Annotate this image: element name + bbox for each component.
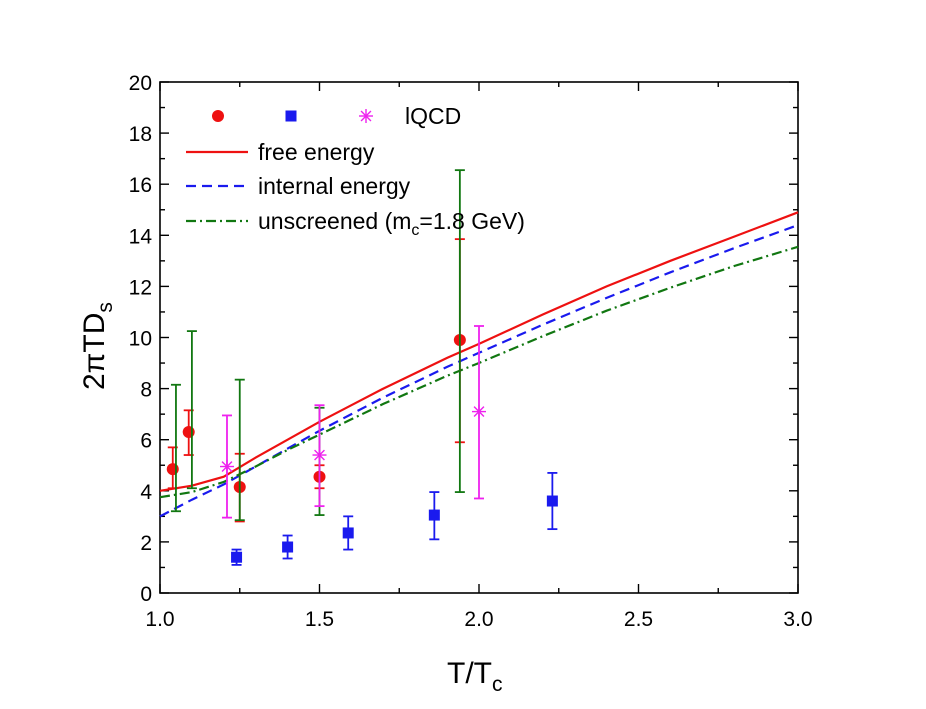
legend-marker-circle (212, 110, 224, 122)
marker-square (282, 541, 294, 553)
legend-label: free energy (258, 139, 375, 165)
y-tick-label: 12 (129, 276, 152, 299)
x-tick-label: 2.5 (624, 608, 653, 631)
x-axis-title-sub: c (492, 673, 503, 696)
legend-label-lqcd: lQCD (405, 103, 461, 129)
x-tick-label: 1.0 (145, 608, 174, 631)
axes: 1.0 1.5 2.0 2.5 3.0 0 2 4 6 8 10 12 14 16 18 20 (129, 72, 813, 631)
legend-label: unscreened (mc=1.8 GeV) (258, 208, 525, 239)
asterisk-stroke (314, 449, 325, 461)
marker-circle (166, 463, 179, 476)
data-point-group (454, 169, 465, 493)
data-point-group (472, 325, 486, 500)
marker-asterisk (472, 404, 486, 419)
data-point-group (234, 378, 245, 522)
data-point-group (546, 472, 558, 531)
data-point-group (231, 548, 243, 566)
y-tick-label: 20 (129, 72, 152, 95)
data-point-group (186, 330, 197, 490)
asterisk-stroke (473, 406, 485, 418)
data-point-group (219, 414, 234, 519)
x-axis-title: T/Tc (447, 657, 503, 696)
legend: lQCD free energy internal energy unscreened… (186, 103, 525, 239)
data-point-group (170, 383, 181, 513)
x-tick-label: 1.5 (305, 608, 334, 631)
marker-asterisk (219, 459, 234, 474)
legend-marker-square (285, 110, 297, 122)
marker-square (428, 509, 440, 521)
y-axis-title: 2πTDs (78, 302, 117, 390)
marker-asterisk (312, 448, 327, 463)
y-tick-label: 16 (129, 174, 152, 197)
y-tick-label: 14 (129, 225, 153, 248)
y-tick-label: 4 (140, 481, 152, 504)
y-axis-title-sub: s (94, 302, 117, 313)
marker-square (342, 527, 354, 539)
data-points (166, 169, 558, 566)
data-point-group (428, 491, 440, 541)
y-tick-label: 8 (140, 379, 152, 402)
marker-square (546, 495, 558, 507)
x-tick-label: 3.0 (783, 608, 812, 631)
y-tick-label: 18 (129, 123, 152, 146)
y-tick-label: 0 (140, 583, 152, 606)
legend-marker-asterisk (359, 109, 373, 123)
x-tick-label: 2.0 (464, 608, 493, 631)
data-point-group (312, 404, 327, 508)
data-point-group (282, 534, 294, 560)
y-tick-label: 10 (129, 328, 152, 351)
y-tick-label: 2 (140, 532, 152, 555)
asterisk-stroke (221, 461, 233, 472)
asterisk-stroke (360, 110, 372, 122)
y-tick-label: 6 (140, 430, 152, 453)
marker-circle (182, 426, 195, 439)
legend-label: internal energy (258, 173, 411, 199)
marker-square (231, 551, 243, 563)
data-point-group (342, 515, 354, 551)
